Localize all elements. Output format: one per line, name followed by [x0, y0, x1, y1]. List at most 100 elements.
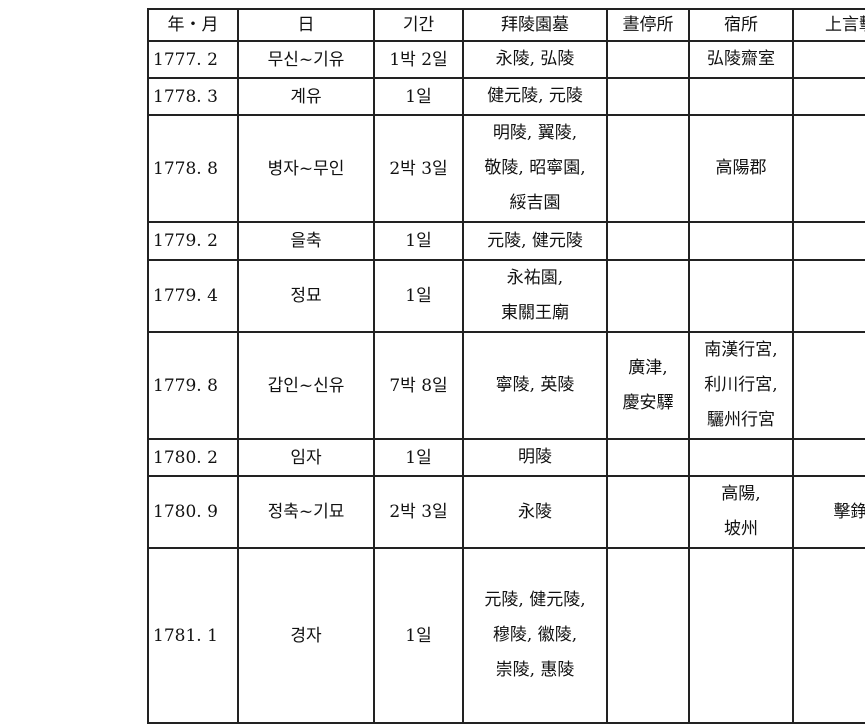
cell-year-month: 1778. 8	[147, 114, 239, 223]
cell-tombs: 永祐園, 東關王廟	[462, 259, 608, 333]
cell-day: 계유	[237, 77, 375, 116]
table-row: 1779. 8 갑인~신유 7박 8일 寧陵, 英陵 廣津, 慶安驛 南漢行宮, 利川行宮, 驪…	[147, 331, 865, 440]
cell-tombs-line: 永陵, 弘陵	[495, 49, 575, 69]
cell-day: 정묘	[237, 259, 375, 333]
cell-appeal: 擊錚	[792, 475, 865, 549]
cell-year-month: 1780. 2	[147, 438, 239, 477]
cell-tombs: 明陵	[462, 438, 608, 477]
header-col-lodging: 宿所	[688, 8, 794, 42]
header-col-tombs: 拜陵園墓	[462, 8, 608, 42]
cell-tombs: 健元陵, 元陵	[462, 77, 608, 116]
cell-period: 2박 3일	[373, 475, 464, 549]
table-row: 1779. 2 을축 1일 元陵, 健元陵	[147, 221, 865, 261]
cell-stop	[606, 438, 690, 477]
cell-year-month: 1779. 8	[147, 331, 239, 440]
cell-tombs-line: 崇陵, 惠陵	[495, 660, 575, 680]
cell-period: 1일	[373, 259, 464, 333]
cell-stop: 廣津, 慶安驛	[606, 331, 690, 440]
cell-lodging-line: 高陽郡	[715, 158, 767, 178]
cell-lodging	[688, 221, 794, 261]
cell-appeal	[792, 40, 865, 79]
cell-tombs: 元陵, 健元陵	[462, 221, 608, 261]
cell-appeal	[792, 221, 865, 261]
cell-appeal	[792, 77, 865, 116]
header-row: 年・月日기간拜陵園墓晝停所宿所上言擊	[147, 8, 865, 42]
cell-stop-line: 廣津,	[628, 357, 668, 378]
cell-tombs-line: 明陵	[518, 447, 552, 467]
cell-period: 1일	[373, 547, 464, 724]
cell-lodging: 高陽, 坡州	[688, 475, 794, 549]
header-col-year-month: 年・月	[147, 8, 239, 42]
cell-day: 갑인~신유	[237, 331, 375, 440]
cell-day: 정축~기묘	[237, 475, 375, 549]
cell-appeal	[792, 438, 865, 477]
header-col-stop: 晝停所	[606, 8, 690, 42]
cell-lodging: 弘陵齋室	[688, 40, 794, 79]
cell-period: 7박 8일	[373, 331, 464, 440]
cell-stop	[606, 475, 690, 549]
cell-lodging: 南漢行宮, 利川行宮, 驪州行宮	[688, 331, 794, 440]
cell-year-month: 1780. 9	[147, 475, 239, 549]
cell-stop	[606, 221, 690, 261]
cell-day: 임자	[237, 438, 375, 477]
cell-year-month: 1779. 2	[147, 221, 239, 261]
cell-period: 1일	[373, 221, 464, 261]
cell-tombs-line: 寧陵, 英陵	[495, 375, 575, 395]
cell-day: 병자~무인	[237, 114, 375, 223]
cell-lodging-line: 南漢行宮,	[704, 340, 778, 360]
cell-tombs: 寧陵, 英陵	[462, 331, 608, 440]
cell-stop	[606, 547, 690, 724]
cell-lodging	[688, 259, 794, 333]
table-row: 1777. 2 무신~기유 1박 2일 永陵, 弘陵 弘陵齋室	[147, 40, 865, 79]
cell-stop	[606, 259, 690, 333]
cell-lodging-line: 坡州	[724, 519, 758, 539]
cell-lodging-line: 弘陵齋室	[707, 49, 775, 69]
cell-year-month: 1777. 2	[147, 40, 239, 79]
cell-tombs: 元陵, 健元陵, 穆陵, 徽陵, 崇陵, 惠陵	[462, 547, 608, 724]
cell-tombs-line: 東關王廟	[501, 303, 569, 323]
cell-tombs-line: 敬陵, 昭寧園,	[484, 158, 586, 178]
header-col-appeal: 上言擊	[792, 8, 865, 42]
cell-tombs: 永陵	[462, 475, 608, 549]
header-col-day: 日	[237, 8, 375, 42]
cell-period: 1박 2일	[373, 40, 464, 79]
cell-appeal	[792, 114, 865, 223]
cell-stop	[606, 114, 690, 223]
cell-tombs-line: 元陵, 健元陵,	[484, 590, 586, 610]
cell-stop	[606, 77, 690, 116]
cell-lodging	[688, 438, 794, 477]
cell-lodging-line: 利川行宮,	[704, 375, 778, 395]
table-row: 1780. 9 정축~기묘 2박 3일 永陵 高陽, 坡州 擊錚	[147, 475, 865, 549]
cell-tombs: 永陵, 弘陵	[462, 40, 608, 79]
cell-appeal	[792, 331, 865, 440]
cell-tombs-line: 綏吉園	[509, 193, 561, 213]
cell-year-month: 1778. 3	[147, 77, 239, 116]
cell-stop	[606, 40, 690, 79]
table-row: 1778. 3 계유 1일 健元陵, 元陵	[147, 77, 865, 116]
cell-period: 1일	[373, 77, 464, 116]
cell-tombs-line: 永陵	[518, 501, 552, 522]
table-row: 1778. 8 병자~무인 2박 3일 明陵, 翼陵, 敬陵, 昭寧園, 綏吉園 高陽郡	[147, 114, 865, 223]
cell-appeal	[792, 547, 865, 724]
cell-period: 2박 3일	[373, 114, 464, 223]
cell-tombs-line: 明陵, 翼陵,	[492, 123, 578, 143]
cell-day: 을축	[237, 221, 375, 261]
cell-year-month: 1781. 1	[147, 547, 239, 724]
cell-year-month: 1779. 4	[147, 259, 239, 333]
cell-appeal	[792, 259, 865, 333]
cell-lodging-line: 高陽,	[721, 484, 761, 504]
cell-tombs-line: 穆陵, 徽陵,	[492, 625, 578, 645]
cell-period: 1일	[373, 438, 464, 477]
cell-day: 경자	[237, 547, 375, 724]
table-row: 1781. 1 경자 1일 元陵, 健元陵, 穆陵, 徽陵, 崇陵, 惠陵	[147, 547, 865, 724]
cell-tombs-line: 元陵, 健元陵	[487, 230, 583, 251]
cell-stop-line: 慶安驛	[622, 392, 674, 413]
cell-lodging-line: 驪州行宮	[707, 410, 775, 430]
table-row: 1780. 2 임자 1일 明陵	[147, 438, 865, 477]
cell-day: 무신~기유	[237, 40, 375, 79]
cell-lodging	[688, 547, 794, 724]
header-col-period: 기간	[373, 8, 464, 42]
cell-lodging	[688, 77, 794, 116]
cell-tombs: 明陵, 翼陵, 敬陵, 昭寧園, 綏吉園	[462, 114, 608, 223]
